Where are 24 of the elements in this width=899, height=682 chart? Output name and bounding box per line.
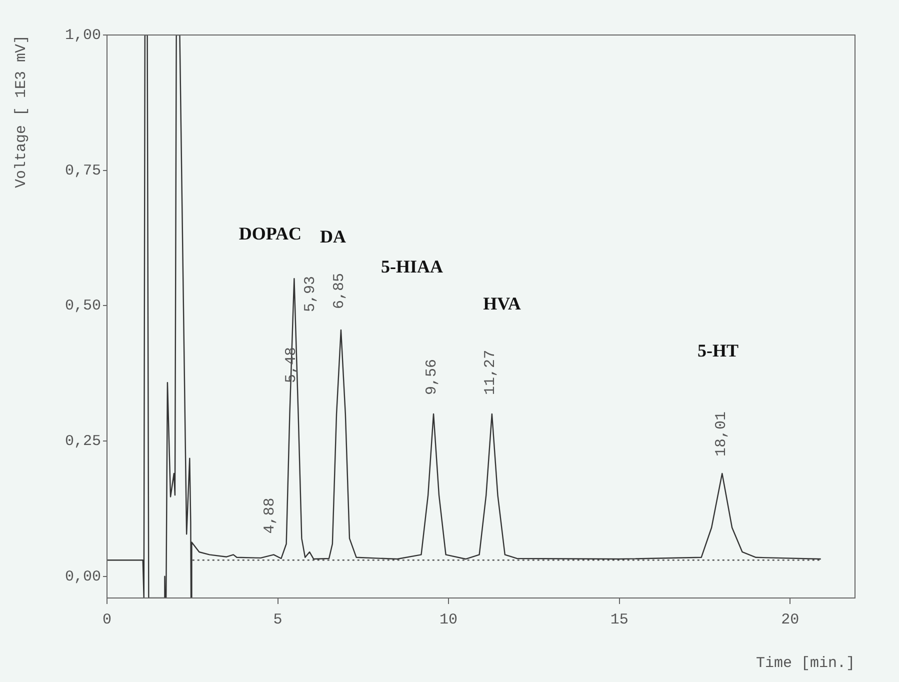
annotation: 5-HT bbox=[697, 340, 739, 361]
x-tick-label: 5 bbox=[273, 611, 282, 628]
annotation: 9,56 bbox=[423, 358, 440, 395]
x-tick-label: 10 bbox=[440, 611, 458, 628]
y-axis-title: Voltage [ 1E3 mV] bbox=[12, 35, 30, 188]
annotation: 5,93 bbox=[302, 276, 319, 312]
x-tick-label: 20 bbox=[781, 611, 800, 628]
x-tick-label: 0 bbox=[102, 611, 112, 628]
annotation: 11,27 bbox=[482, 350, 499, 395]
y-tick-label: 0,50 bbox=[64, 298, 101, 315]
y-tick-label: 0,00 bbox=[64, 568, 101, 586]
annotation: 6,85 bbox=[330, 273, 348, 310]
y-tick-label: 0,75 bbox=[64, 162, 101, 180]
x-tick-label: 15 bbox=[610, 611, 628, 628]
annotation: HVA bbox=[483, 294, 521, 314]
annotation: DA bbox=[320, 226, 346, 247]
annotation: DOPAC bbox=[238, 223, 302, 244]
y-tick-label: 0,25 bbox=[64, 432, 101, 450]
y-tick-label: 1,00 bbox=[64, 26, 101, 44]
annotation: 4,88 bbox=[262, 498, 279, 534]
annotation: 5-HIAA bbox=[381, 256, 443, 277]
annotation: 18,01 bbox=[713, 411, 730, 456]
annotation: 5,48 bbox=[282, 346, 300, 383]
x-axis-title: Time [min.] bbox=[756, 654, 855, 672]
